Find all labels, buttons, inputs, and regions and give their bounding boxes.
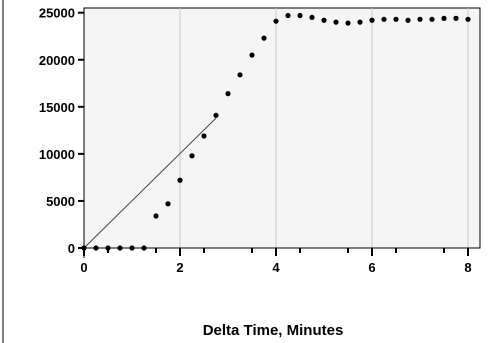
x-tick-label: 8	[464, 260, 471, 275]
data-point	[441, 15, 447, 21]
x-axis-title: Delta Time, Minutes	[203, 322, 344, 339]
y-tick-label: 25000	[39, 6, 75, 21]
y-tick-label: 15000	[39, 100, 75, 115]
data-point	[417, 16, 423, 22]
y-tick-label: 20000	[39, 53, 75, 68]
data-point	[177, 177, 183, 183]
y-tick-label: 0	[68, 241, 75, 256]
x-tick-label: 2	[176, 260, 183, 275]
x-tick-label: 0	[80, 260, 87, 275]
data-point	[429, 16, 435, 22]
data-point	[405, 17, 411, 23]
data-point	[321, 17, 327, 23]
data-point	[357, 19, 363, 25]
data-point	[261, 35, 267, 41]
data-point	[465, 16, 471, 22]
data-point	[201, 133, 207, 139]
data-point	[369, 17, 375, 23]
x-axis-ticks: 0 2 4 6 8	[80, 248, 472, 275]
y-axis-ticks: 0 5000 10000 15000 20000 25000	[39, 6, 84, 256]
data-point	[273, 18, 279, 24]
data-point	[333, 19, 339, 25]
data-point	[165, 201, 171, 207]
data-point	[309, 14, 315, 21]
y-tick-label: 5000	[46, 194, 75, 209]
data-point	[213, 112, 219, 118]
data-point	[153, 213, 159, 219]
grid-lines	[179, 8, 469, 248]
data-point	[345, 20, 351, 26]
data-point	[297, 12, 303, 19]
x-tick-label: 4	[272, 260, 280, 275]
data-point	[381, 16, 387, 22]
plot-area	[83, 7, 481, 249]
data-point	[237, 72, 243, 78]
x-tick-label: 6	[368, 260, 375, 275]
data-point	[393, 16, 399, 22]
data-point	[249, 52, 255, 58]
trend-line	[83, 117, 217, 249]
data-point	[453, 15, 459, 21]
data-point	[225, 91, 231, 97]
data-point	[189, 153, 195, 159]
y-tick-label: 10000	[39, 147, 75, 162]
data-point	[285, 12, 291, 19]
